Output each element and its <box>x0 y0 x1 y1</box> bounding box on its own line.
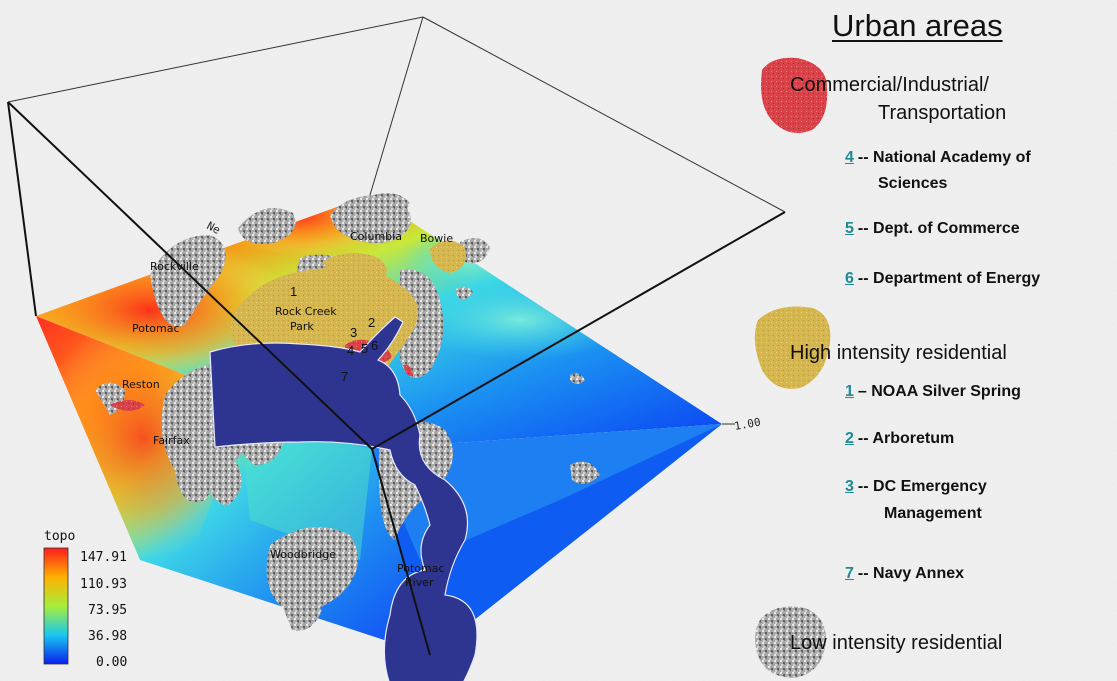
label-rockville: Rockville <box>150 260 199 273</box>
list-item-1: 1– NOAA Silver Spring <box>845 381 1021 403</box>
label-potomac-river-1: Potomac <box>397 562 445 575</box>
low-residential-swatch <box>755 606 826 678</box>
colorbar: topo 147.91 110.93 73.95 36.98 0.00 <box>43 529 127 670</box>
item-number-link[interactable]: 6 <box>845 270 854 287</box>
list-item-7: 7 -- Navy Annex <box>845 563 964 585</box>
item-text: -- National Academy of <box>857 149 1031 166</box>
label-columbia: Columbia <box>350 230 402 243</box>
low-residential-label: Low intensity residential <box>790 632 1003 654</box>
list-item-4-cont: Sciences <box>878 175 948 192</box>
colorbar-tick-0: 147.91 <box>80 550 127 565</box>
label-fairfax: Fairfax <box>153 434 190 447</box>
commercial-label-line1: Commercial/Industrial/ <box>790 74 989 96</box>
label-woodbridge: Woodbridge <box>270 548 336 561</box>
high-residential-label: High intensity residential <box>790 342 1007 364</box>
list-item-3-cont: Management <box>884 505 982 522</box>
label-bowie: Bowie <box>420 232 453 245</box>
site-marker-7: 7 <box>341 369 348 384</box>
colorbar-tick-4: 0.00 <box>96 655 127 670</box>
colorbar-tick-2: 73.95 <box>88 603 127 618</box>
item-text: – NOAA Silver Spring <box>857 383 1021 400</box>
site-marker-5: 5 <box>361 341 368 356</box>
item-number-link[interactable]: 3 <box>845 478 854 495</box>
item-number-link[interactable]: 2 <box>845 430 854 447</box>
site-marker-2: 2 <box>368 315 375 330</box>
place-labels: Rockville Columbia Bowie Potomac Reston … <box>122 219 762 589</box>
high-residential-swatch <box>754 306 831 389</box>
label-reston: Reston <box>122 378 160 391</box>
item-text: -- Navy Annex <box>857 565 965 582</box>
site-marker-6: 6 <box>371 338 378 353</box>
commercial-label-line2: Transportation <box>878 102 1007 124</box>
list-item-5: 5 -- Dept. of Commerce <box>845 218 1020 240</box>
label-potomac-river-2: River <box>405 576 434 589</box>
bounding-box-back <box>7 16 786 213</box>
item-number-link[interactable]: 4 <box>845 149 854 166</box>
site-marker-4: 4 <box>347 343 354 358</box>
item-number-link[interactable]: 5 <box>845 220 854 237</box>
list-item-2: 2 -- Arboretum <box>845 428 954 450</box>
label-potomac: Potomac <box>132 322 180 335</box>
site-marker-3: 3 <box>350 325 357 340</box>
bounding-box-front <box>7 101 786 656</box>
colorbar-title: topo <box>44 529 75 544</box>
item-text: -- Department of Energy <box>857 270 1041 287</box>
label-park: Park <box>290 320 314 333</box>
colorbar-tick-3: 36.98 <box>88 629 127 644</box>
axis-partial-label: Ne <box>205 219 223 237</box>
commercial-swatch <box>761 57 828 134</box>
colorbar-gradient <box>43 547 69 665</box>
site-marker-1: 1 <box>290 284 297 299</box>
item-number-link[interactable]: 1 <box>845 383 854 400</box>
label-rock-creek: Rock Creek <box>275 305 337 318</box>
list-item-3: 3 -- DC Emergency <box>845 476 987 498</box>
colorbar-tick-1: 110.93 <box>80 577 127 592</box>
site-markers: 1 2 3 4 5 6 7 <box>290 284 378 384</box>
item-text: -- Arboretum <box>857 430 955 447</box>
item-number-link[interactable]: 7 <box>845 565 854 582</box>
item-text: -- DC Emergency <box>857 478 987 495</box>
item-text: -- Dept. of Commerce <box>857 220 1020 237</box>
potomac-river <box>209 316 478 681</box>
list-item-4: 4 -- National Academy of <box>845 147 1031 169</box>
list-item-6: 6 -- Department of Energy <box>845 268 1040 290</box>
axis-value-label: 1.00 <box>733 416 761 433</box>
legend-title: Urban areas <box>832 8 1003 43</box>
